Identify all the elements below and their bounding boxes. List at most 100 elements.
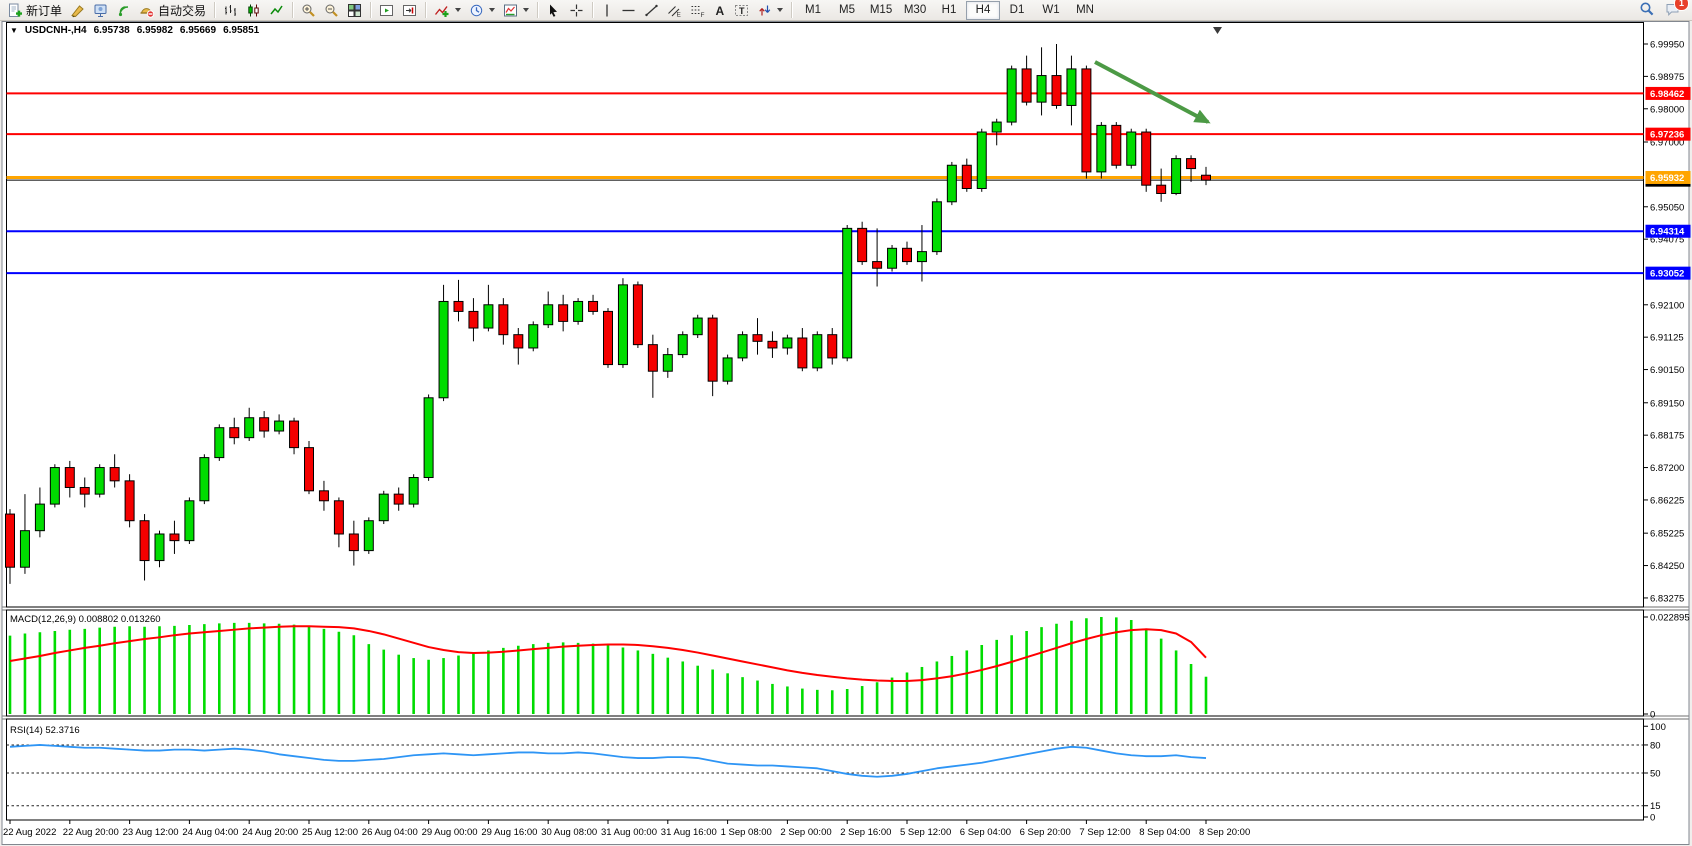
indicators-button[interactable] — [430, 0, 465, 20]
vps-button[interactable] — [89, 0, 112, 20]
signal-waves-icon — [116, 3, 131, 18]
clock-icon — [469, 3, 484, 18]
svg-text:30 Aug 08:00: 30 Aug 08:00 — [541, 827, 597, 838]
timeframe-M5[interactable]: M5 — [839, 4, 856, 16]
timeframe-H4[interactable]: H4 — [966, 0, 1001, 20]
svg-text:26 Aug 04:00: 26 Aug 04:00 — [362, 827, 418, 838]
timeframe-M15[interactable]: M15 — [869, 4, 893, 16]
horizontal-line-icon — [621, 3, 636, 18]
line-chart-button[interactable] — [265, 0, 288, 20]
time-axis[interactable]: 22 Aug 2022 22 Aug 20:00 23 Aug 12:00 24 Au… — [3, 820, 1250, 838]
search-button[interactable] — [1639, 1, 1655, 20]
monitor-icon — [93, 3, 108, 18]
autotrading-button[interactable]: 自动交易 — [135, 0, 210, 20]
zoom-out-button[interactable] — [320, 0, 343, 20]
trend-arrow-annotation[interactable] — [1094, 60, 1211, 124]
svg-text:6.94314: 6.94314 — [1650, 227, 1685, 238]
svg-text:6.89150: 6.89150 — [1650, 398, 1684, 409]
timeframe-H1[interactable]: H1 — [941, 4, 957, 16]
horizontal-line-button[interactable] — [617, 0, 640, 20]
svg-text:22 Aug 2022: 22 Aug 2022 — [3, 827, 56, 838]
svg-text:2 Sep 16:00: 2 Sep 16:00 — [840, 827, 891, 838]
svg-text:6.86225: 6.86225 — [1650, 495, 1684, 506]
text-label-icon: T — [734, 3, 749, 18]
new-order-button[interactable]: 新订单 — [4, 0, 66, 20]
rsi-line — [9, 744, 1207, 778]
zoom-in-icon — [301, 3, 316, 18]
svg-text:6.97000: 6.97000 — [1650, 137, 1684, 148]
collapse-arrow-icon[interactable]: ▼ — [10, 26, 18, 35]
svg-text:0: 0 — [1650, 813, 1655, 824]
timeframe-M30[interactable]: M30 — [903, 4, 927, 16]
toolbar-right: 1 — [1639, 0, 1692, 20]
notifications-button[interactable]: 1 — [1665, 0, 1689, 20]
text-button[interactable]: A — [709, 0, 730, 20]
svg-text:6.98000: 6.98000 — [1650, 104, 1684, 115]
svg-text:29 Aug 16:00: 29 Aug 16:00 — [481, 827, 537, 838]
crosshair-button[interactable] — [565, 0, 588, 20]
rsi-label: RSI(14) 52.3716 — [10, 725, 80, 736]
horizontal-level-lines[interactable] — [6, 92, 1644, 275]
svg-text:2 Sep 00:00: 2 Sep 00:00 — [780, 827, 831, 838]
timeframe-buttons: M1 M5 M15 M30 H1 H4 D1 W1 MN — [796, 0, 1102, 20]
svg-text:6 Sep 20:00: 6 Sep 20:00 — [1020, 827, 1071, 838]
toolbar-separator — [292, 2, 294, 18]
macd-label: MACD(12,26,9) 0.008802 0.013260 — [10, 614, 161, 625]
svg-text:31 Aug 16:00: 31 Aug 16:00 — [661, 827, 717, 838]
zoom-in-button[interactable] — [297, 0, 320, 20]
cursor-button[interactable] — [542, 0, 565, 20]
svg-text:0: 0 — [1650, 710, 1655, 721]
svg-text:7 Sep 12:00: 7 Sep 12:00 — [1079, 827, 1130, 838]
fibonacci-button[interactable]: F — [686, 0, 709, 20]
toolbar-separator — [425, 2, 427, 18]
svg-text:6.98975: 6.98975 — [1650, 72, 1684, 83]
quote-close: 6.95851 — [223, 25, 260, 36]
metaeditor-button[interactable] — [66, 0, 89, 20]
bar-chart-button[interactable] — [219, 0, 242, 20]
timeframe-D1[interactable]: D1 — [1009, 4, 1025, 16]
trendline-button[interactable] — [640, 0, 663, 20]
trendline-icon — [644, 3, 659, 18]
svg-text:5 Sep 12:00: 5 Sep 12:00 — [900, 827, 951, 838]
timeframe-M1[interactable]: M1 — [805, 4, 822, 16]
arrows-button[interactable] — [753, 0, 787, 20]
chart-shift-marker[interactable] — [1213, 27, 1222, 34]
svg-text:80: 80 — [1650, 740, 1661, 751]
chart-shift-icon — [402, 3, 417, 18]
chevron-down-icon — [777, 8, 784, 12]
svg-text:6.94075: 6.94075 — [1650, 235, 1684, 246]
templates-button[interactable] — [499, 0, 533, 20]
svg-text:29 Aug 00:00: 29 Aug 00:00 — [422, 827, 478, 838]
timeframe-MN[interactable]: MN — [1076, 4, 1094, 16]
candlestick-chart-button[interactable] — [242, 0, 265, 20]
svg-text:15: 15 — [1650, 801, 1661, 812]
signals-button[interactable] — [112, 0, 135, 20]
chevron-down-icon — [489, 8, 496, 12]
svg-text:8 Sep 04:00: 8 Sep 04:00 — [1139, 827, 1190, 838]
toolbar-separator — [791, 2, 793, 18]
toolbar-separator — [592, 2, 594, 18]
auto-scroll-button[interactable] — [375, 0, 398, 20]
toolbar-separator — [214, 2, 216, 18]
svg-text:23 Aug 12:00: 23 Aug 12:00 — [123, 827, 179, 838]
price-axis[interactable]: 6.99950 6.98975 6.98000 6.97000 6.95050 6.940… — [1643, 40, 1685, 605]
vertical-line-button[interactable] — [597, 0, 617, 20]
svg-text:31 Aug 00:00: 31 Aug 00:00 — [601, 827, 657, 838]
chart-shift-button[interactable] — [398, 0, 421, 20]
svg-text:8 Sep 20:00: 8 Sep 20:00 — [1199, 827, 1250, 838]
auto-scroll-icon — [379, 3, 394, 18]
quote-low: 6.95669 — [179, 25, 217, 36]
tile-windows-button[interactable] — [343, 0, 366, 20]
svg-text:6.92100: 6.92100 — [1650, 300, 1684, 311]
svg-text:6.88175: 6.88175 — [1650, 431, 1684, 442]
svg-text:100: 100 — [1650, 722, 1666, 733]
add-indicator-icon — [434, 3, 450, 18]
text-a-icon: A — [713, 3, 726, 18]
svg-text:22 Aug 20:00: 22 Aug 20:00 — [63, 827, 119, 838]
equidistant-channel-button[interactable]: E — [663, 0, 686, 20]
text-label-button[interactable]: T — [730, 0, 753, 20]
periods-button[interactable] — [465, 0, 499, 20]
timeframe-W1[interactable]: W1 — [1042, 4, 1060, 16]
